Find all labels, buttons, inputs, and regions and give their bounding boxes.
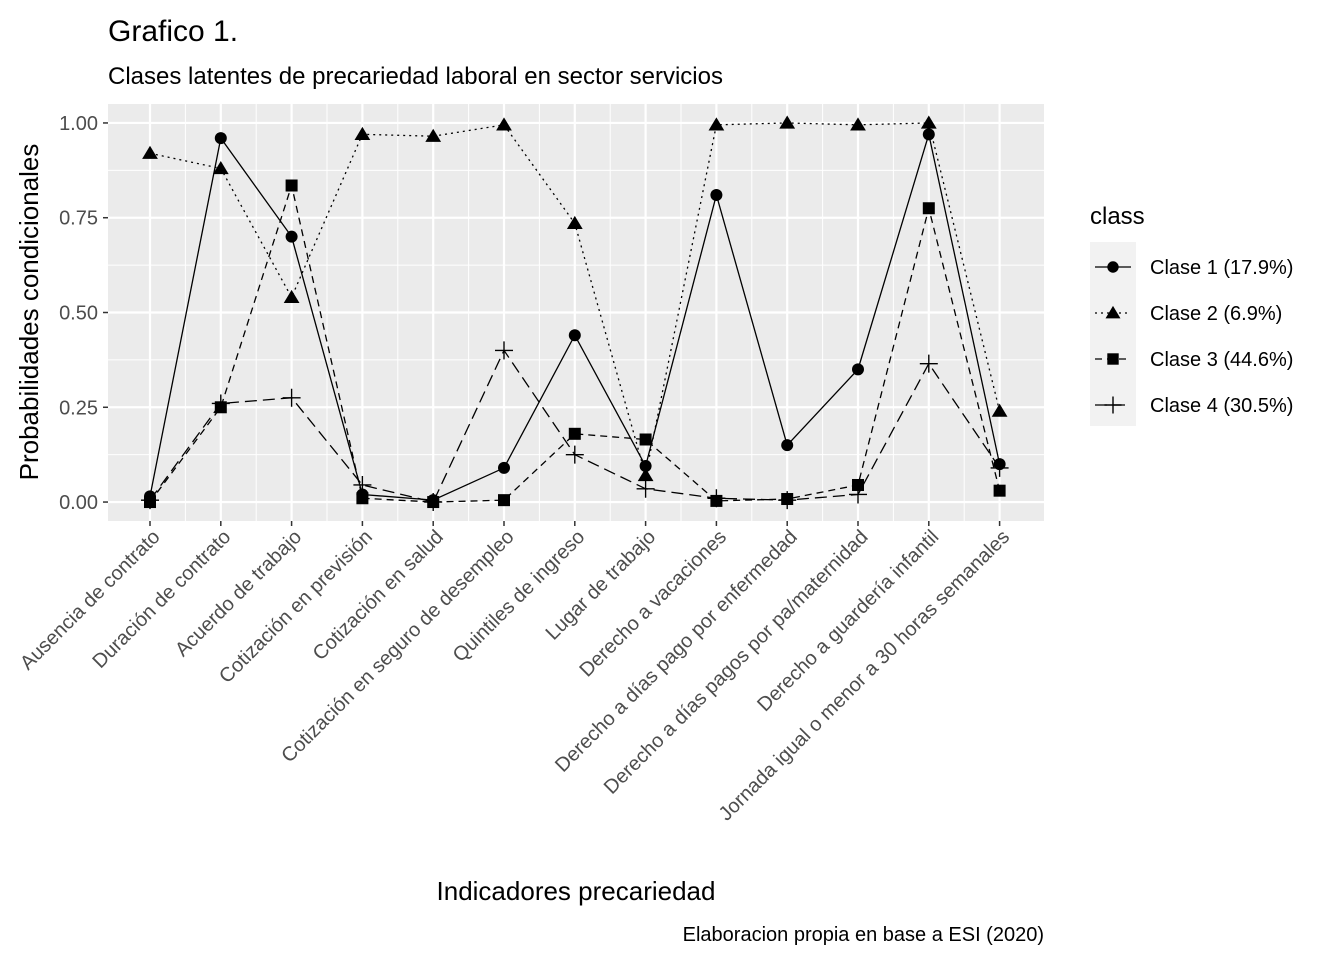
- data-point: [356, 492, 369, 505]
- data-point: [852, 363, 864, 376]
- x-tick-label: Acuerdo de trabajo: [171, 526, 306, 661]
- data-point: [781, 439, 794, 452]
- data-point: [710, 188, 723, 201]
- y-axis-title: Probabilidades condicionales: [14, 144, 44, 481]
- data-point: [707, 489, 726, 508]
- series-layer: [141, 115, 1009, 512]
- x-tick-label: Quintiles de ingreso: [449, 526, 590, 667]
- data-point: [285, 230, 298, 243]
- data-point: [214, 132, 227, 145]
- data-point: [849, 485, 867, 504]
- legend-label: Clase 2 (6.9%): [1150, 303, 1282, 325]
- data-point: [212, 160, 229, 175]
- legend-item-3: Clase 3 (44.6%): [1095, 349, 1293, 371]
- data-point: [852, 478, 864, 491]
- legend-item-2: Clase 2 (6.9%): [1095, 303, 1282, 325]
- series-2: [142, 115, 1008, 482]
- x-tick-label: Cotización en salud: [309, 526, 448, 665]
- data-point: [568, 329, 581, 342]
- data-point: [283, 289, 300, 303]
- data-point: [991, 403, 1008, 417]
- legend-item-1: Clase 1 (17.9%): [1095, 257, 1293, 279]
- data-point: [498, 494, 510, 507]
- data-point: [1105, 305, 1121, 319]
- data-point: [778, 491, 797, 510]
- data-point: [142, 145, 158, 159]
- caption: Elaboracion propia en base a ESI (2020): [683, 924, 1044, 946]
- data-point: [993, 484, 1006, 497]
- data-point: [922, 128, 935, 141]
- grid: [108, 104, 1044, 521]
- data-point: [566, 215, 583, 230]
- data-point: [424, 493, 443, 512]
- legend-item-4: Clase 4 (30.5%): [1095, 395, 1293, 417]
- data-point: [708, 117, 725, 131]
- y-tick-label: 0.50: [59, 303, 98, 325]
- data-point: [920, 115, 937, 129]
- chart-subtitle: Clases latentes de precariedad laboral e…: [108, 63, 723, 90]
- legend-label: Clase 3 (44.6%): [1150, 349, 1293, 371]
- data-point: [285, 179, 298, 192]
- data-point: [639, 433, 652, 446]
- data-point: [850, 117, 866, 131]
- data-point: [141, 491, 159, 510]
- data-point: [496, 117, 512, 131]
- data-point: [568, 427, 581, 440]
- data-point: [353, 475, 372, 494]
- y-tick-label: 0.25: [59, 397, 98, 419]
- y-tick-label: 0.00: [59, 492, 98, 514]
- legend: class Clase 1 (17.9%) Clase 2 (6.9%) Clase…: [1090, 203, 1293, 426]
- data-point: [425, 128, 442, 142]
- data-point: [779, 115, 796, 129]
- legend-label: Clase 1 (17.9%): [1150, 257, 1293, 279]
- series-4: [141, 341, 1009, 512]
- data-point: [282, 388, 301, 407]
- chart-title: Grafico 1.: [108, 15, 238, 48]
- data-point: [211, 394, 230, 413]
- y-tick-label: 1.00: [59, 113, 98, 135]
- y-tick-label: 0.75: [59, 208, 98, 230]
- x-tick-label: Derecho a días pagos por pa/maternidad: [600, 526, 873, 799]
- x-tick-label: Ausencia de contrato: [16, 526, 164, 674]
- data-point: [990, 458, 1009, 477]
- legend-label: Clase 4 (30.5%): [1150, 395, 1293, 417]
- data-point: [919, 354, 938, 373]
- data-point: [565, 445, 584, 464]
- x-axis-title: Indicadores precariedad: [437, 876, 716, 906]
- data-point: [639, 460, 652, 473]
- data-point: [354, 126, 371, 140]
- data-point: [922, 202, 935, 215]
- data-point: [495, 341, 513, 360]
- data-point: [1107, 353, 1119, 365]
- data-point: [1107, 261, 1119, 273]
- data-point: [498, 461, 510, 474]
- legend-title: class: [1090, 203, 1145, 230]
- data-point: [1104, 396, 1122, 414]
- data-point: [637, 468, 654, 482]
- x-tick-label: Duración de contrato: [88, 526, 235, 673]
- y-axis-ticks: 0.00 0.25 0.50 0.75 1.00: [59, 113, 108, 514]
- data-point: [636, 479, 655, 498]
